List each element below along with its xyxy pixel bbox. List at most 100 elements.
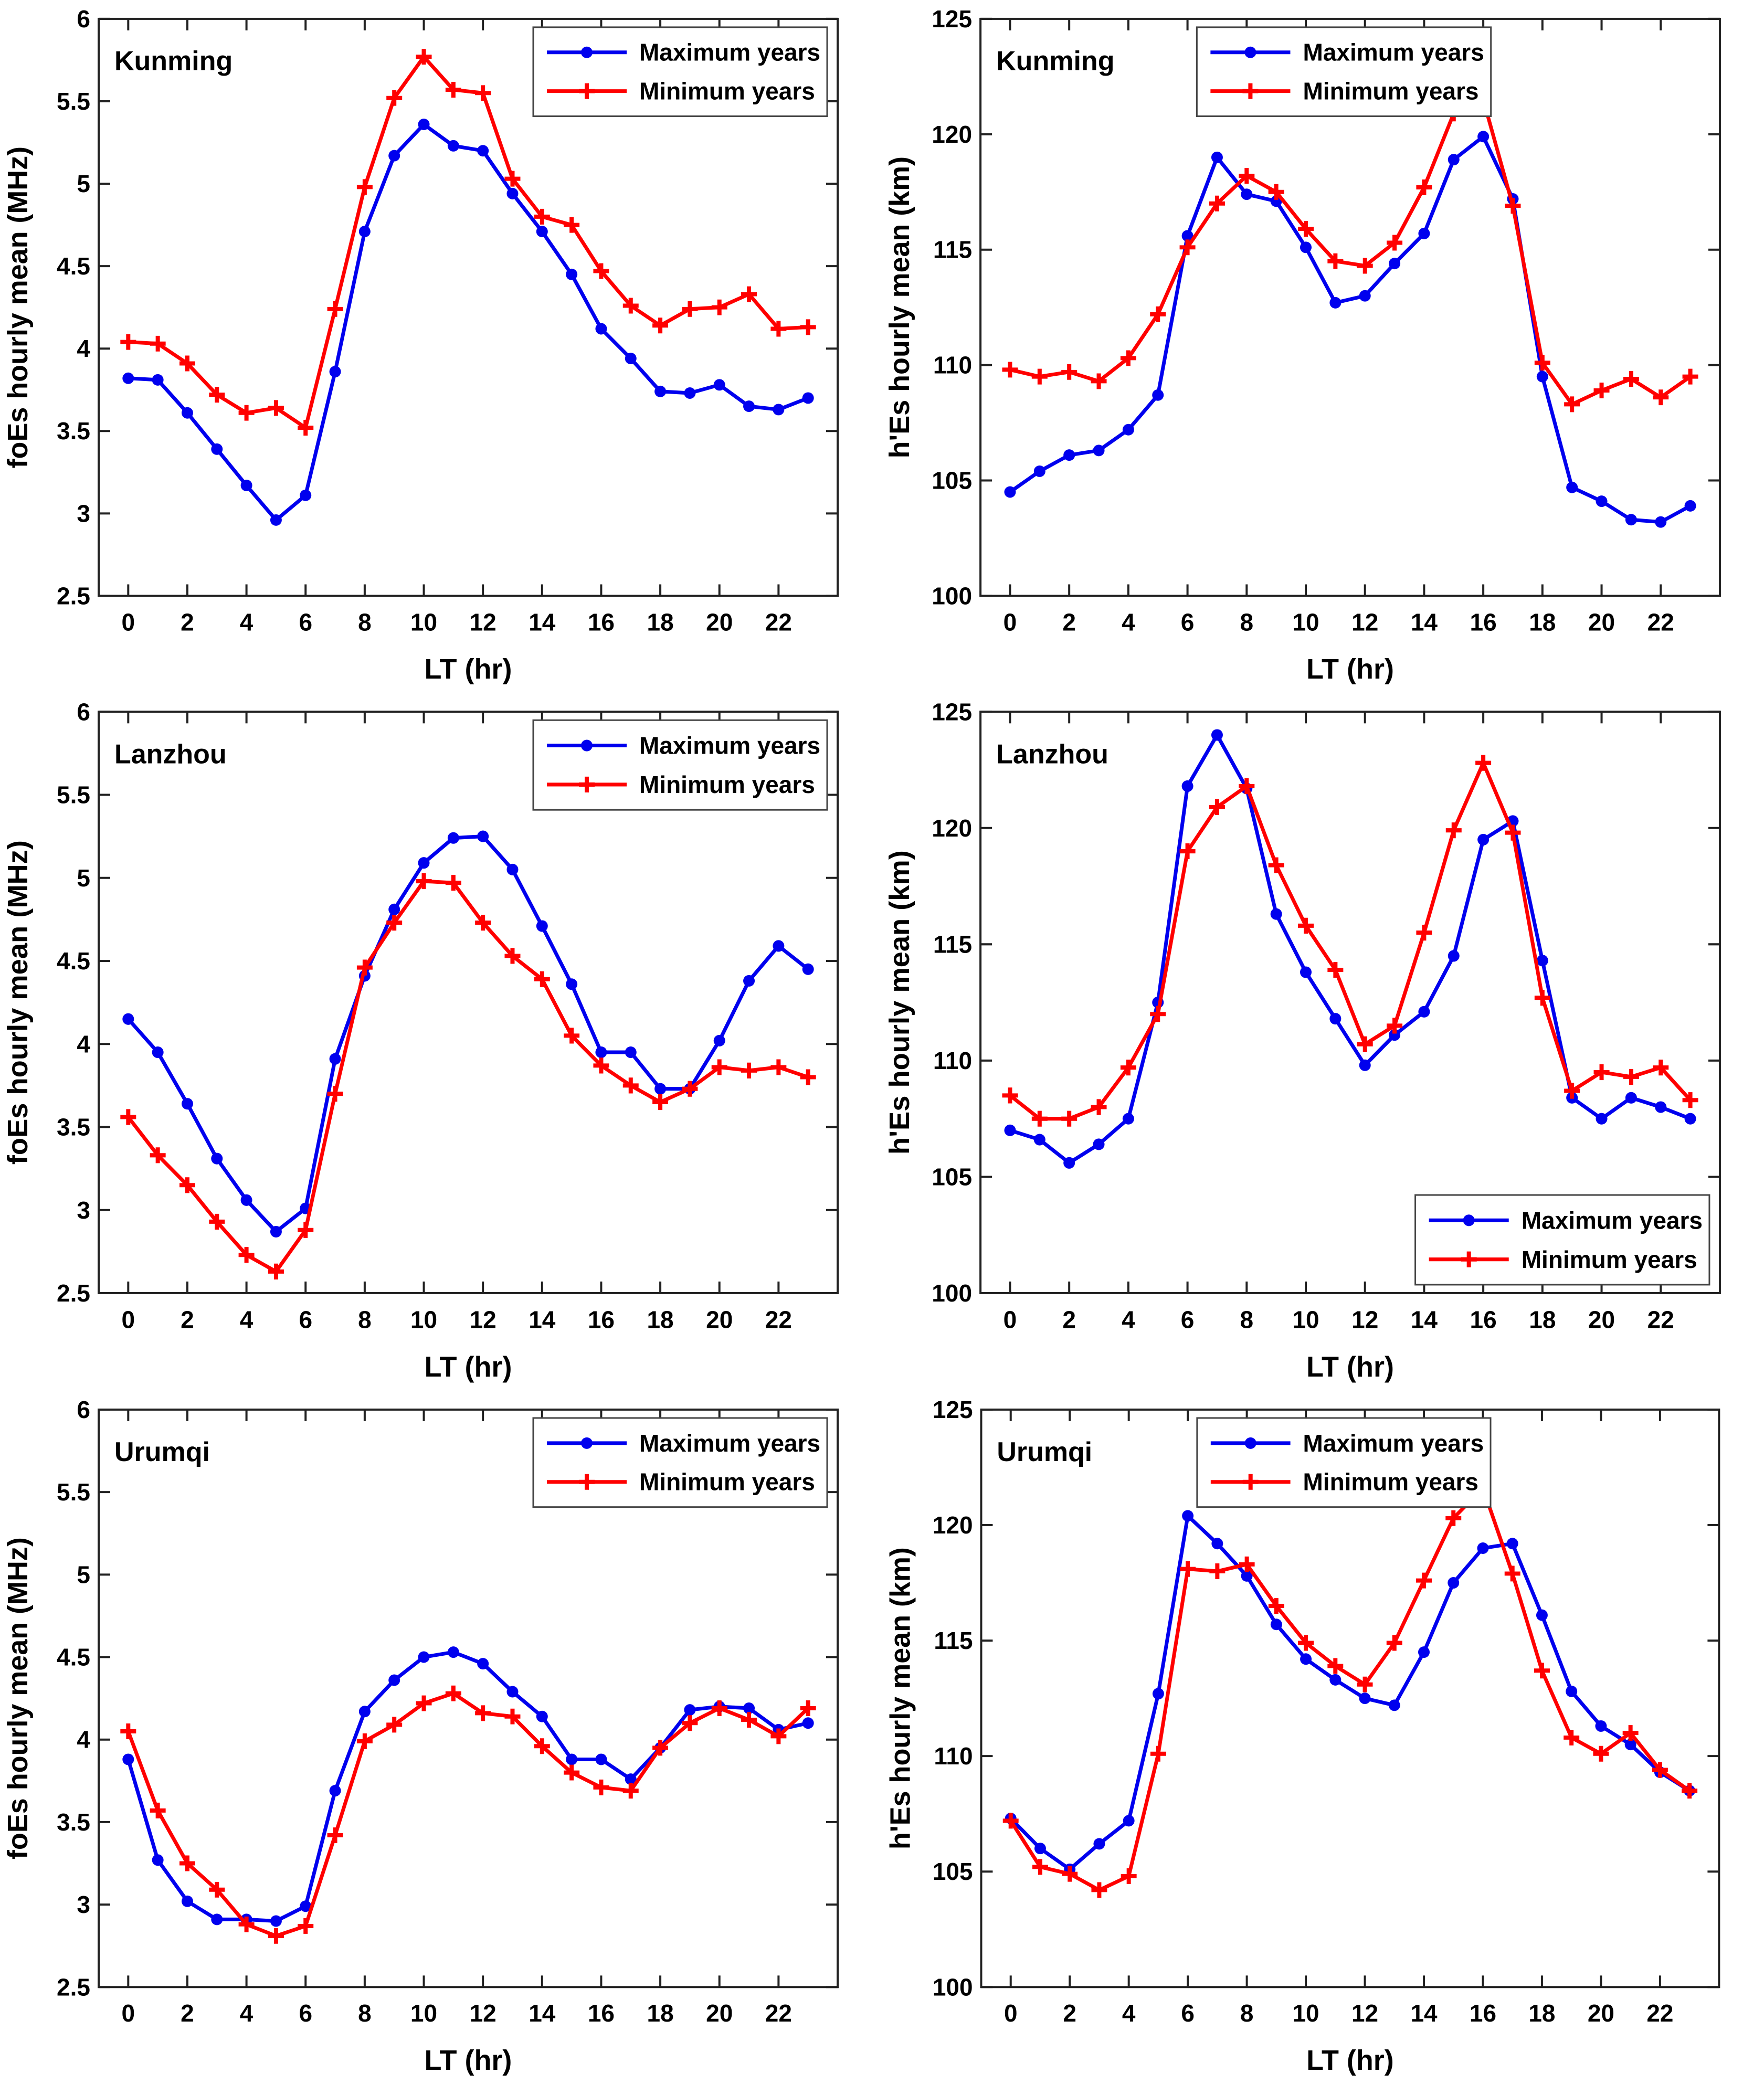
- x-axis: 0 2 4 6 8 10 12 14 16 18 20 22: [1004, 18, 1674, 636]
- circle-marker: [1477, 131, 1490, 143]
- x-tick-label: 12: [1351, 2000, 1378, 2027]
- x-axis: 0 2 4 6 8 10 12 14 16 18 20 22: [1004, 712, 1674, 1333]
- plus-marker: [652, 1094, 669, 1110]
- plus-marker: [1357, 258, 1373, 274]
- chart-kunming-hes: 0 2 4 6 8 10 12 14 16 18 20 22 100 105 110 115 120 125 LT …: [884, 5, 1721, 685]
- x-tick-label: 0: [122, 2000, 135, 2027]
- plus-marker: [504, 948, 521, 964]
- circle-marker: [1388, 1699, 1400, 1711]
- panel-kunming-hes: 0 2 4 6 8 10 12 14 16 18 20 22 100 105 110 115 120 125 LT …: [882, 0, 1764, 693]
- plus-marker: [652, 1740, 669, 1756]
- legend-box: [1196, 1417, 1492, 1508]
- plus-marker: [1121, 1868, 1137, 1884]
- circle-marker: [477, 145, 489, 157]
- circle-marker: [1300, 241, 1312, 253]
- circle-marker: [1004, 1124, 1016, 1136]
- panel-kunming-foes: 0 2 4 6 8 10 12 14 16 18 20 22 2.5 3 3.5 4 4.5 5 5.5 6 LT (h…: [0, 0, 882, 693]
- plus-marker: [1387, 1018, 1403, 1034]
- plus-marker: [593, 1779, 609, 1795]
- x-tick-label: 22: [1647, 608, 1674, 636]
- circle-marker: [595, 1753, 607, 1765]
- y-tick-label: 3.5: [57, 417, 90, 445]
- y-tick-label: 2.5: [57, 1973, 90, 2001]
- x-tick-label: 10: [410, 608, 437, 636]
- plus-marker: [504, 1708, 521, 1725]
- station-title: Urumqi: [997, 1437, 1092, 1467]
- circle-marker: [1211, 1538, 1223, 1550]
- circle-marker: [1655, 1101, 1667, 1113]
- plus-marker: [1622, 1725, 1639, 1741]
- plus-marker: [1445, 822, 1462, 839]
- plus-marker: [268, 1928, 284, 1944]
- legend-label: Maximum years: [639, 1430, 820, 1457]
- circle-marker: [536, 1710, 548, 1722]
- x-tick-label: 16: [1470, 608, 1497, 636]
- series-line: [1009, 1486, 1692, 1892]
- plus-marker: [416, 873, 432, 890]
- plus-marker: [1682, 1092, 1698, 1108]
- x-tick-label: 2: [1062, 1306, 1076, 1333]
- x-tick-label: 12: [1351, 608, 1378, 636]
- circle-marker: [1063, 1157, 1075, 1169]
- plus-marker: [1031, 368, 1048, 385]
- circle-marker: [329, 1053, 341, 1065]
- plus-marker: [534, 971, 550, 987]
- circle-marker: [802, 963, 814, 975]
- legend: Maximum years Minimum years: [532, 719, 828, 811]
- series-line: [1008, 761, 1693, 1121]
- y-axis-label: h'Es hourly mean (km): [884, 850, 915, 1155]
- x-tick-label: 12: [470, 2000, 497, 2027]
- circle-marker: [1004, 486, 1016, 498]
- circle-marker: [1181, 780, 1193, 792]
- plus-marker: [1505, 198, 1521, 214]
- y-tick-label: 100: [933, 1973, 973, 2001]
- x-axis: 0 2 4 6 8 10 12 14 16 18 20 22: [122, 1409, 792, 2027]
- plus-marker: [534, 1738, 550, 1754]
- circle-marker: [713, 379, 725, 391]
- y-tick-label: 105: [932, 1163, 972, 1190]
- circle-marker: [1122, 424, 1134, 436]
- y-tick-label: 5.5: [57, 1478, 90, 1506]
- plus-marker: [534, 208, 550, 225]
- legend-box: [1196, 26, 1492, 117]
- plus-marker: [800, 1700, 816, 1716]
- plus-marker: [1209, 1563, 1226, 1580]
- x-tick-label: 14: [1411, 1306, 1438, 1333]
- y-tick-label: 4.5: [57, 947, 90, 975]
- x-tick-label: 10: [1292, 1306, 1319, 1333]
- plus-marker: [800, 1069, 816, 1085]
- circle-marker: [1536, 955, 1548, 967]
- x-tick-label: 2: [181, 2000, 194, 2027]
- legend-label: Minimum years: [1303, 1468, 1478, 1496]
- plus-marker: [179, 1177, 195, 1193]
- series-line: [126, 1691, 810, 1938]
- circle-marker: [1625, 514, 1637, 526]
- plus-marker: [800, 319, 816, 335]
- plus-marker: [741, 1712, 757, 1728]
- y-tick-label: 3: [77, 1891, 90, 1918]
- y-tick-label: 4: [77, 1726, 90, 1753]
- circle-marker: [447, 140, 459, 152]
- circle-marker: [802, 1717, 814, 1729]
- plus-marker: [1179, 843, 1196, 860]
- plus-marker: [1239, 168, 1255, 184]
- plus-marker: [209, 1213, 225, 1230]
- circle-marker: [654, 385, 667, 397]
- plus-marker: [386, 915, 403, 931]
- plus-marker: [579, 83, 595, 99]
- plus-marker: [1416, 179, 1432, 195]
- x-tick-label: 16: [1470, 1306, 1497, 1333]
- circle-marker: [1477, 833, 1490, 845]
- x-tick-label: 0: [1004, 608, 1017, 636]
- x-axis: 0 2 4 6 8 10 12 14 16 18 20 22: [1004, 1409, 1673, 2027]
- plus-marker: [475, 1705, 491, 1721]
- x-tick-label: 20: [1588, 608, 1615, 636]
- x-tick-label: 16: [588, 608, 615, 636]
- plus-marker: [1209, 195, 1225, 211]
- circle-marker: [1329, 1674, 1342, 1686]
- y-axis: 100 105 110 115 120 125: [933, 1396, 1719, 2001]
- plus-marker: [1534, 355, 1550, 371]
- series-line: [1008, 98, 1693, 406]
- circle-marker: [1182, 1510, 1194, 1522]
- circle-marker: [388, 1674, 400, 1686]
